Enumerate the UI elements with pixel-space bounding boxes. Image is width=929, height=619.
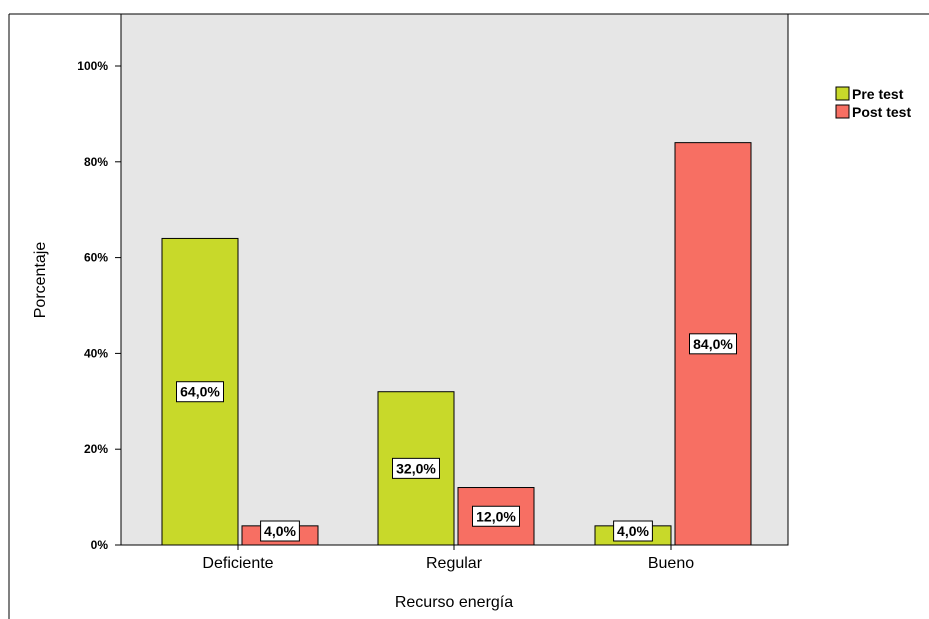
legend: Pre test Post test: [835, 86, 911, 120]
data-label: 84,0%: [693, 336, 733, 352]
y-tick-label: 60%: [84, 251, 108, 265]
y-axis-title: Porcentaje: [32, 242, 49, 319]
y-tick-label: 20%: [84, 442, 108, 456]
x-axis-title: Recurso energía: [395, 594, 513, 611]
data-label-box: [392, 457, 440, 479]
legend-label: Post test: [852, 104, 911, 120]
data-label: 4,0%: [617, 523, 649, 539]
data-label-box: [689, 333, 737, 355]
data-label: 32,0%: [396, 460, 436, 476]
legend-swatch: [835, 104, 850, 119]
x-axis: Deficiente Regular Bueno: [202, 545, 694, 572]
y-axis: 0% 20% 40% 60% 80% 100%: [77, 59, 121, 552]
data-label: 64,0%: [180, 384, 220, 400]
data-label-box: [472, 505, 520, 527]
data-label: 12,0%: [476, 508, 516, 524]
data-label: 4,0%: [264, 523, 296, 539]
legend-label: Pre test: [852, 86, 904, 102]
y-tick-label: 40%: [84, 346, 108, 360]
y-tick-label: 0%: [91, 538, 109, 552]
y-tick-label: 100%: [77, 59, 108, 73]
x-tick-label: Regular: [426, 555, 483, 572]
bars: 64,0% 4,0% 32,0% 12,0% 4,0% 84,0%: [161, 142, 752, 546]
data-label-box: [613, 520, 653, 542]
x-tick-label: Bueno: [648, 555, 694, 572]
data-label-box: [260, 520, 300, 542]
x-tick-label: Deficiente: [202, 555, 273, 572]
y-tick-label: 80%: [84, 155, 108, 169]
data-label-box: [176, 381, 224, 403]
legend-swatch: [835, 86, 850, 101]
